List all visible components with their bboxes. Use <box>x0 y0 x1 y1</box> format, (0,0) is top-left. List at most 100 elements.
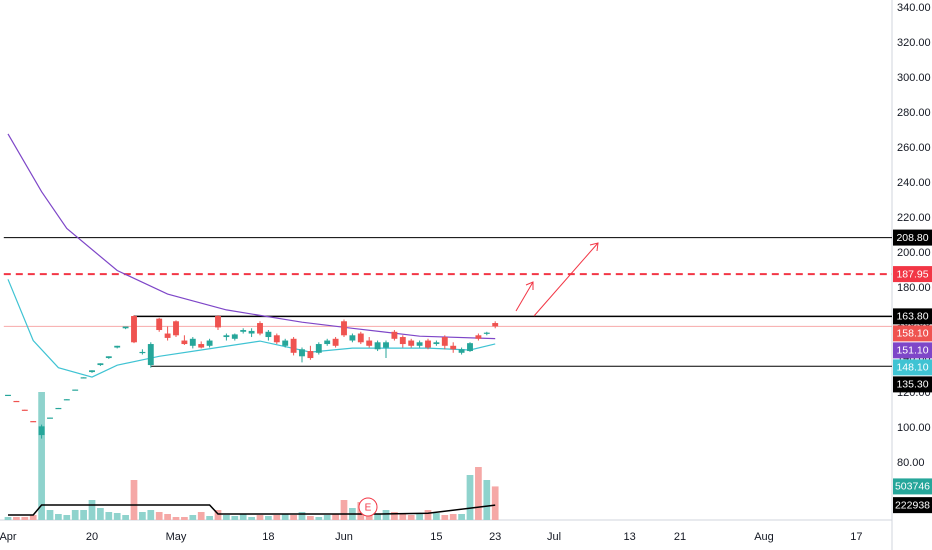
candle-body <box>257 323 263 334</box>
volume-bar <box>97 508 104 520</box>
candle-body <box>248 330 255 334</box>
candle-body <box>492 323 499 327</box>
candle-body <box>307 351 314 359</box>
volume-bar <box>189 515 197 520</box>
candle-body <box>114 345 121 348</box>
candle-body <box>366 340 373 346</box>
volume-bar <box>239 514 247 520</box>
volume-bar <box>248 517 255 520</box>
candle-body <box>80 377 87 379</box>
volume-bar <box>281 514 289 520</box>
candle-body <box>181 340 188 345</box>
price-badge-label: 222938 <box>895 499 930 511</box>
candle-body <box>30 421 37 423</box>
volume-bar <box>407 515 415 520</box>
candle-body <box>198 344 205 348</box>
candle-body <box>97 363 104 366</box>
candle-body <box>173 321 179 336</box>
candle-body <box>290 338 297 353</box>
volume-bar <box>223 515 230 520</box>
levels <box>3 237 892 367</box>
volume-bar <box>433 513 440 520</box>
x-tick-label: 17 <box>850 531 862 543</box>
candle-body <box>332 338 339 346</box>
candle-body <box>13 400 20 403</box>
volume-bar <box>105 512 113 520</box>
price-badge-label: 158.10 <box>896 328 928 340</box>
volume-bar <box>155 512 163 520</box>
candle-body <box>105 356 112 359</box>
volume-bar <box>290 515 297 520</box>
volume-bar <box>483 480 491 520</box>
candle-body <box>475 335 482 339</box>
volume-bar <box>147 510 155 520</box>
earnings-circle <box>358 497 378 517</box>
candle-body <box>139 351 146 354</box>
candle-body <box>391 331 398 339</box>
x-tick-label: May <box>166 531 187 543</box>
y-tick-label: 180.00 <box>897 282 931 294</box>
volume-bar <box>4 517 12 520</box>
volume-bar <box>172 517 180 520</box>
volume-bar <box>164 514 171 520</box>
candle-body <box>164 333 171 338</box>
price-badge-label: 503746 <box>895 481 930 493</box>
badges: 208.80 187.95 163.80 158.10 151.10 148.10 135.… <box>893 229 932 514</box>
y-tick-label: 200.00 <box>897 247 931 259</box>
candle-body <box>47 417 53 419</box>
volume-bar <box>399 514 407 520</box>
y-tick-label: 100.00 <box>897 422 931 434</box>
candles <box>5 315 499 439</box>
candle-body <box>122 326 129 329</box>
volume-bar <box>88 500 96 520</box>
arrow <box>533 242 599 317</box>
candle-body <box>273 335 280 343</box>
x-tick-label: Jul <box>547 531 561 543</box>
x-tick-label: 15 <box>430 531 442 543</box>
candle-body <box>425 340 431 348</box>
candle-body <box>231 334 238 339</box>
volume-bar <box>29 515 37 520</box>
candle-body <box>349 335 356 341</box>
price-badge <box>893 325 932 342</box>
x-tick-label: 20 <box>86 531 98 543</box>
y-tick-label: 300.00 <box>897 72 931 84</box>
volume-bar <box>206 516 213 520</box>
y-tick-label: 220.00 <box>897 212 931 224</box>
candle-body <box>223 335 230 338</box>
candle-body <box>282 340 289 346</box>
volume-bar <box>424 510 432 520</box>
candle-body <box>315 344 322 353</box>
candle-body <box>5 394 11 397</box>
candle-body <box>357 333 364 343</box>
volume-bar <box>340 500 348 520</box>
volume-bar <box>458 514 465 520</box>
volume-bar <box>475 467 482 520</box>
y-tick-label: 340.00 <box>897 2 931 14</box>
candle-body <box>399 337 406 345</box>
candle-body <box>189 338 196 346</box>
volume-bar <box>298 512 306 520</box>
x-tick-label: 13 <box>623 531 635 543</box>
price-badge-label: 163.80 <box>896 311 928 323</box>
volume-bar <box>273 515 281 520</box>
candle-body <box>383 342 389 348</box>
volume-bar <box>466 475 474 520</box>
price-badge <box>893 342 932 359</box>
candle-body <box>21 409 28 411</box>
volume-bar <box>307 516 314 520</box>
volume-bar <box>315 517 323 520</box>
price-badge-label: 151.10 <box>896 345 928 357</box>
volume-bar <box>265 516 272 520</box>
y-tick-label: 260.00 <box>897 142 931 154</box>
volume-bar <box>441 515 449 520</box>
volume-bar <box>449 514 457 520</box>
volume-bar <box>197 512 205 520</box>
candle-body <box>408 340 415 346</box>
x-tick-label: 21 <box>674 531 686 543</box>
arrow-head <box>525 281 534 290</box>
candle-body <box>458 349 465 353</box>
y-tick-label: 320.00 <box>897 37 931 49</box>
volume-bar <box>55 514 62 520</box>
volume-bar <box>13 517 20 520</box>
